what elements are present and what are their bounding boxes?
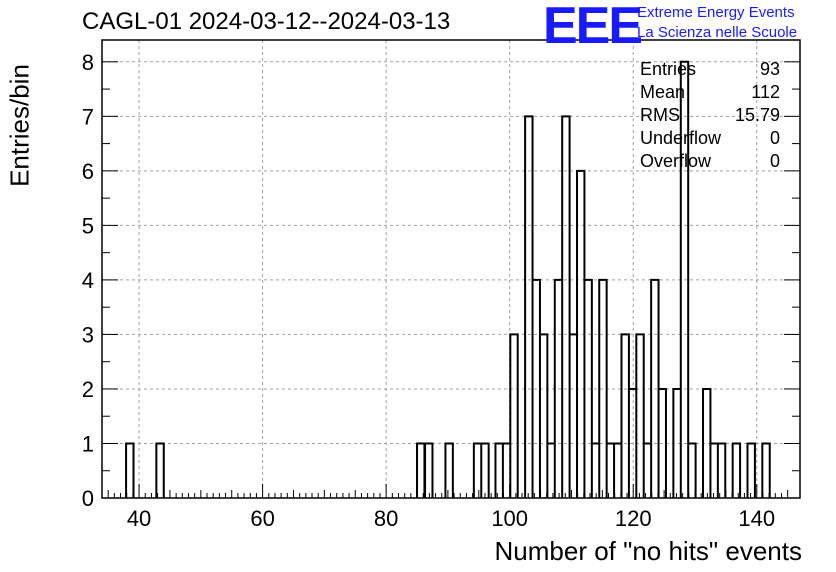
chart-title: CAGL-01 2024-03-12--2024-03-13 bbox=[82, 8, 451, 35]
stats-box: Entries 93 Mean 112 RMS 15.79 Underflow … bbox=[640, 58, 780, 173]
stat-row-underflow: Underflow 0 bbox=[640, 127, 780, 150]
stat-label: RMS bbox=[640, 105, 680, 125]
histogram-bin bbox=[644, 443, 651, 498]
stat-label: Overflow bbox=[640, 151, 712, 171]
stat-label: Mean bbox=[640, 82, 686, 102]
histogram-bin bbox=[607, 443, 614, 498]
stat-value: 0 bbox=[769, 128, 780, 148]
histogram-bin bbox=[621, 334, 628, 498]
histogram-bin bbox=[562, 116, 569, 498]
histogram-bin bbox=[614, 443, 621, 498]
histogram-bin bbox=[629, 389, 636, 498]
x-tick-label: 120 bbox=[615, 506, 652, 531]
histogram-bin bbox=[474, 443, 481, 498]
stat-row-entries: Entries 93 bbox=[640, 58, 780, 81]
histogram-bin bbox=[126, 443, 133, 498]
histogram-bin bbox=[636, 334, 643, 498]
y-tick-label: 5 bbox=[82, 213, 94, 238]
logo-line-1: Extreme Energy Events bbox=[637, 4, 795, 21]
y-tick-label: 2 bbox=[82, 377, 94, 402]
histogram-outline bbox=[125, 60, 771, 498]
histogram-bin bbox=[584, 280, 591, 498]
y-tick-label: 8 bbox=[82, 50, 94, 75]
histogram-bin bbox=[762, 443, 769, 498]
stat-label: Underflow bbox=[640, 128, 722, 148]
eee-logo: EEE bbox=[543, 0, 643, 55]
histogram-bin bbox=[525, 116, 532, 498]
stat-value: 93 bbox=[759, 59, 780, 79]
histogram-bin bbox=[533, 280, 540, 498]
histogram-bin bbox=[577, 171, 584, 498]
x-tick-label: 40 bbox=[127, 506, 151, 531]
histogram-bin bbox=[417, 443, 424, 498]
histogram-bin bbox=[481, 443, 488, 498]
y-tick-label: 3 bbox=[82, 322, 94, 347]
histogram-bin bbox=[156, 443, 163, 498]
y-tick-label: 1 bbox=[82, 431, 94, 456]
histogram-bin bbox=[599, 280, 606, 498]
histogram-bin bbox=[718, 443, 725, 498]
logo-line-2: La Scienza nelle Scuole bbox=[637, 24, 798, 41]
stat-value: 0 bbox=[769, 151, 780, 171]
histogram-bin bbox=[592, 443, 599, 498]
histogram-bin bbox=[555, 280, 562, 498]
histogram-bin bbox=[651, 280, 658, 498]
histogram-bin bbox=[570, 334, 577, 498]
y-tick-label: 0 bbox=[82, 486, 94, 511]
stat-value: 112 bbox=[751, 82, 780, 102]
y-tick-label: 4 bbox=[82, 268, 94, 293]
histogram-bin bbox=[510, 334, 517, 498]
histogram-bin bbox=[547, 443, 554, 498]
y-tick-label: 7 bbox=[82, 104, 94, 129]
histogram-bin bbox=[445, 443, 452, 498]
histogram-bin bbox=[673, 389, 680, 498]
histogram-bin bbox=[703, 389, 710, 498]
stat-value: 15.79 bbox=[734, 105, 780, 125]
histogram-bin bbox=[425, 443, 432, 498]
plot-frame bbox=[101, 39, 801, 499]
x-tick-label: 80 bbox=[374, 506, 398, 531]
histogram-bin bbox=[495, 443, 502, 498]
histogram-bin bbox=[540, 334, 547, 498]
stat-row-overflow: Overflow 0 bbox=[640, 150, 780, 173]
y-axis-label: Entries/bin bbox=[4, 64, 35, 187]
x-axis-label: Number of "no hits" events bbox=[494, 536, 803, 566]
stat-row-rms: RMS 15.79 bbox=[640, 104, 780, 127]
histogram-bin bbox=[733, 443, 740, 498]
histogram-bin bbox=[710, 443, 717, 498]
x-tick-label: 100 bbox=[491, 506, 528, 531]
x-tick-label: 60 bbox=[250, 506, 274, 531]
x-tick-label: 140 bbox=[738, 506, 775, 531]
histogram-bin bbox=[659, 389, 666, 498]
histogram-bin bbox=[747, 443, 754, 498]
y-tick-label: 6 bbox=[82, 159, 94, 184]
stat-row-mean: Mean 112 bbox=[640, 81, 780, 104]
histogram-bin bbox=[688, 443, 695, 498]
stat-label: Entries bbox=[640, 59, 697, 79]
